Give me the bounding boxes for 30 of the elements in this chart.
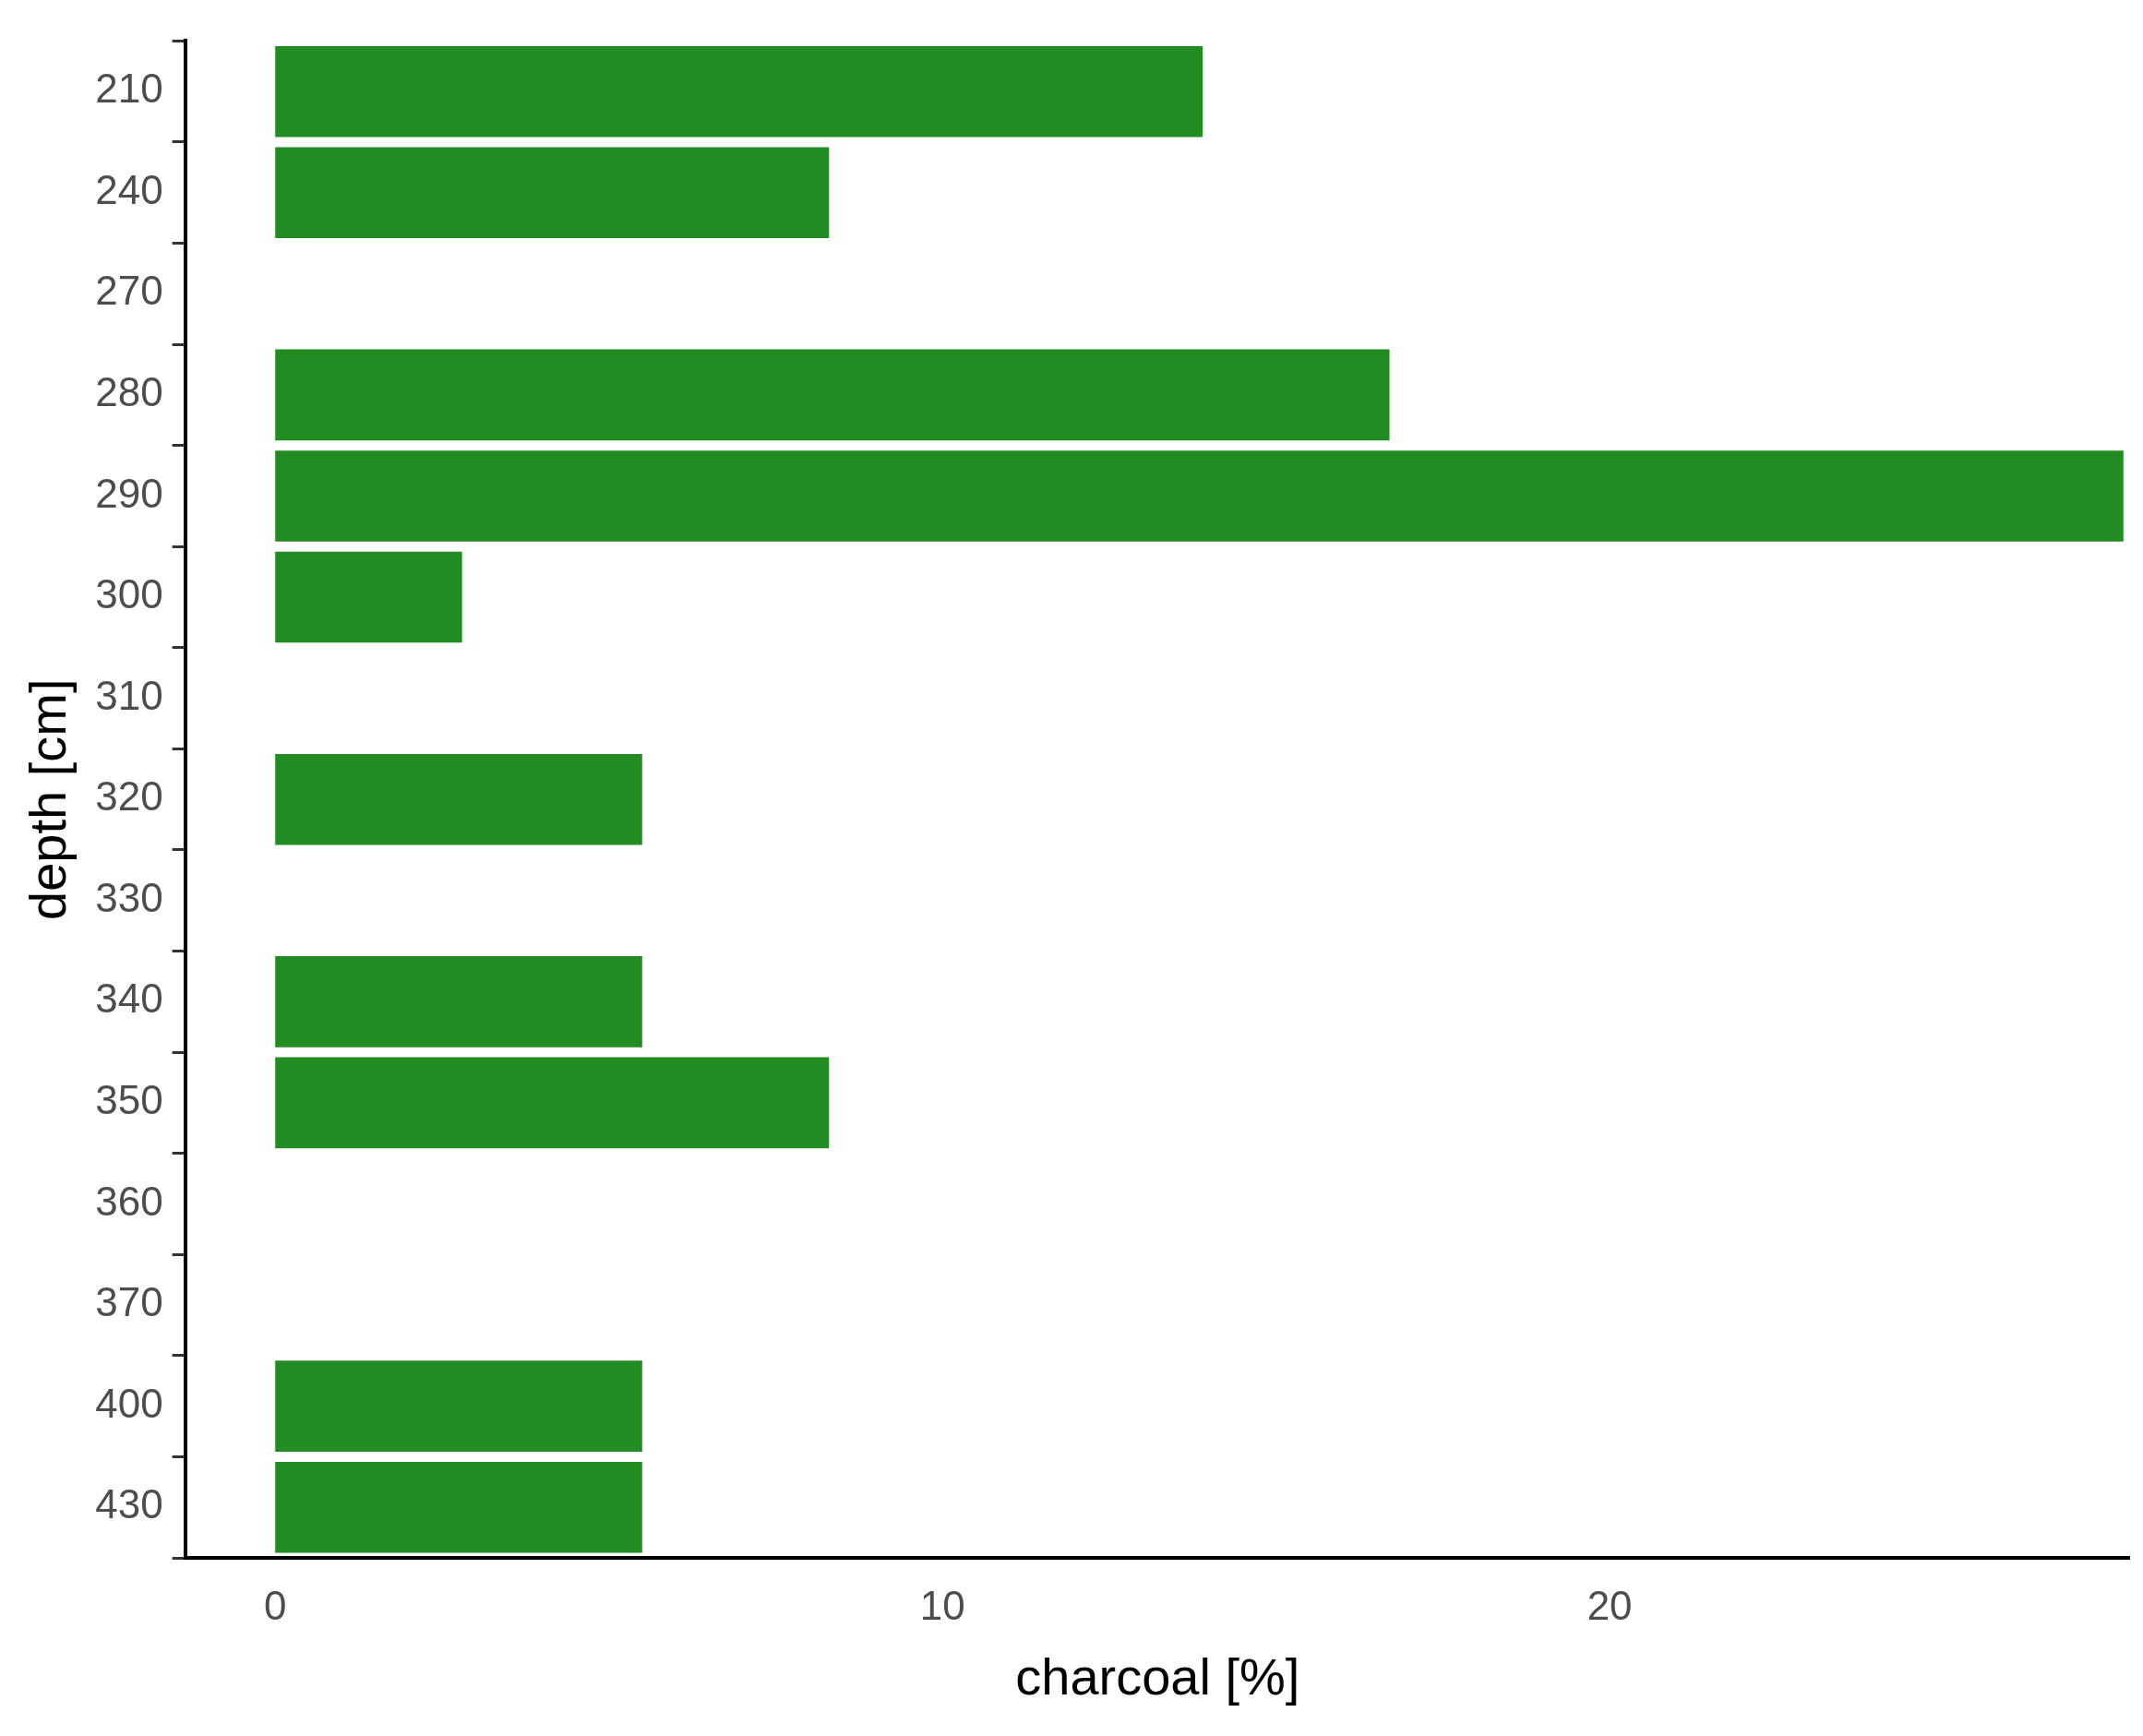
y-tick-label: 300 [95, 571, 163, 617]
bar [275, 956, 642, 1048]
x-tick-label: 20 [1586, 1582, 1633, 1628]
y-tick-label: 210 [95, 66, 163, 112]
bar [275, 1461, 642, 1553]
bar [275, 349, 1390, 441]
y-tick-label: 370 [95, 1279, 163, 1325]
bar [275, 551, 462, 643]
y-tick-label: 310 [95, 672, 163, 718]
y-tick-label: 330 [95, 874, 163, 920]
y-tick-label: 430 [95, 1481, 163, 1527]
bar [275, 1360, 642, 1452]
y-tick-label: 280 [95, 369, 163, 415]
bar [275, 450, 2124, 542]
y-tick-label: 290 [95, 470, 163, 516]
bar [275, 753, 642, 845]
y-tick-label: 270 [95, 268, 163, 314]
x-tick-label: 0 [263, 1582, 287, 1628]
x-axis-title: charcoal [%] [1015, 1646, 1300, 1706]
y-tick-label: 340 [95, 976, 163, 1022]
bar [275, 45, 1203, 138]
y-tick-label: 400 [95, 1380, 163, 1426]
x-tick-label: 10 [919, 1582, 965, 1628]
y-axis-title: depth [cm] [18, 678, 78, 920]
y-tick-label: 240 [95, 166, 163, 212]
y-tick-label: 350 [95, 1077, 163, 1123]
y-tick-label: 320 [95, 773, 163, 820]
y-tick-label: 360 [95, 1178, 163, 1224]
bar [275, 1057, 830, 1149]
bar [275, 147, 830, 239]
